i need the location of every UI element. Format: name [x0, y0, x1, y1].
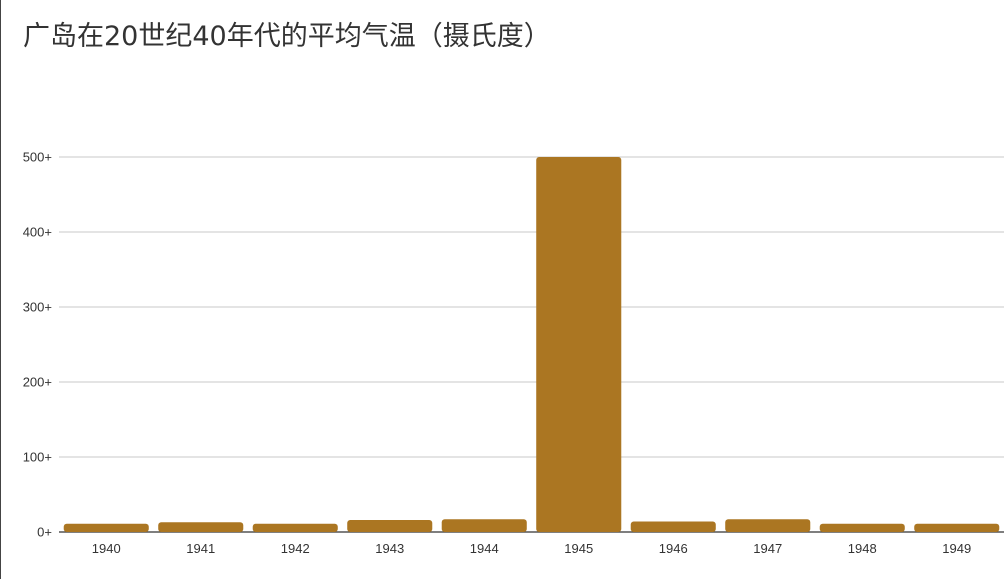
x-tick-label: 1942	[281, 541, 310, 556]
x-tick-label: 1946	[659, 541, 688, 556]
x-tick-label: 1940	[92, 541, 121, 556]
chart-title: 广岛在20世纪40年代的平均气温（摄氏度）	[23, 21, 551, 52]
bar-1941	[158, 522, 244, 532]
y-tick-label: 100+	[23, 450, 52, 465]
x-tick-label: 1948	[848, 541, 877, 556]
y-tick-label: 300+	[23, 300, 52, 315]
bar-1948	[819, 523, 905, 532]
bar-1949	[914, 523, 1000, 532]
bar-1943	[347, 520, 433, 532]
bar-1945	[536, 157, 622, 532]
y-tick-label: 500+	[23, 150, 52, 165]
x-tick-label: 1943	[375, 541, 404, 556]
y-tick-label: 200+	[23, 375, 52, 390]
grid-lines	[59, 156, 1004, 533]
bar-1942	[252, 523, 338, 532]
bars	[63, 157, 1000, 532]
x-tick-label: 1944	[470, 541, 499, 556]
bar-1947	[725, 519, 811, 532]
x-tick-label: 1945	[564, 541, 593, 556]
bar-1940	[63, 523, 149, 532]
x-tick-label: 1949	[942, 541, 971, 556]
bar-1946	[630, 521, 716, 532]
x-tick-label: 1947	[753, 541, 782, 556]
x-axis-tick-labels: 1940 1941 1942 1943 1944 1945 1946 1947 1948 1949	[92, 541, 971, 556]
x-tick-label: 1941	[186, 541, 215, 556]
y-tick-label: 400+	[23, 225, 52, 240]
bar-1944	[441, 519, 527, 532]
y-tick-label: 0+	[37, 525, 52, 540]
y-axis-tick-labels: 0+ 100+ 200+ 300+ 400+ 500+	[23, 150, 52, 540]
